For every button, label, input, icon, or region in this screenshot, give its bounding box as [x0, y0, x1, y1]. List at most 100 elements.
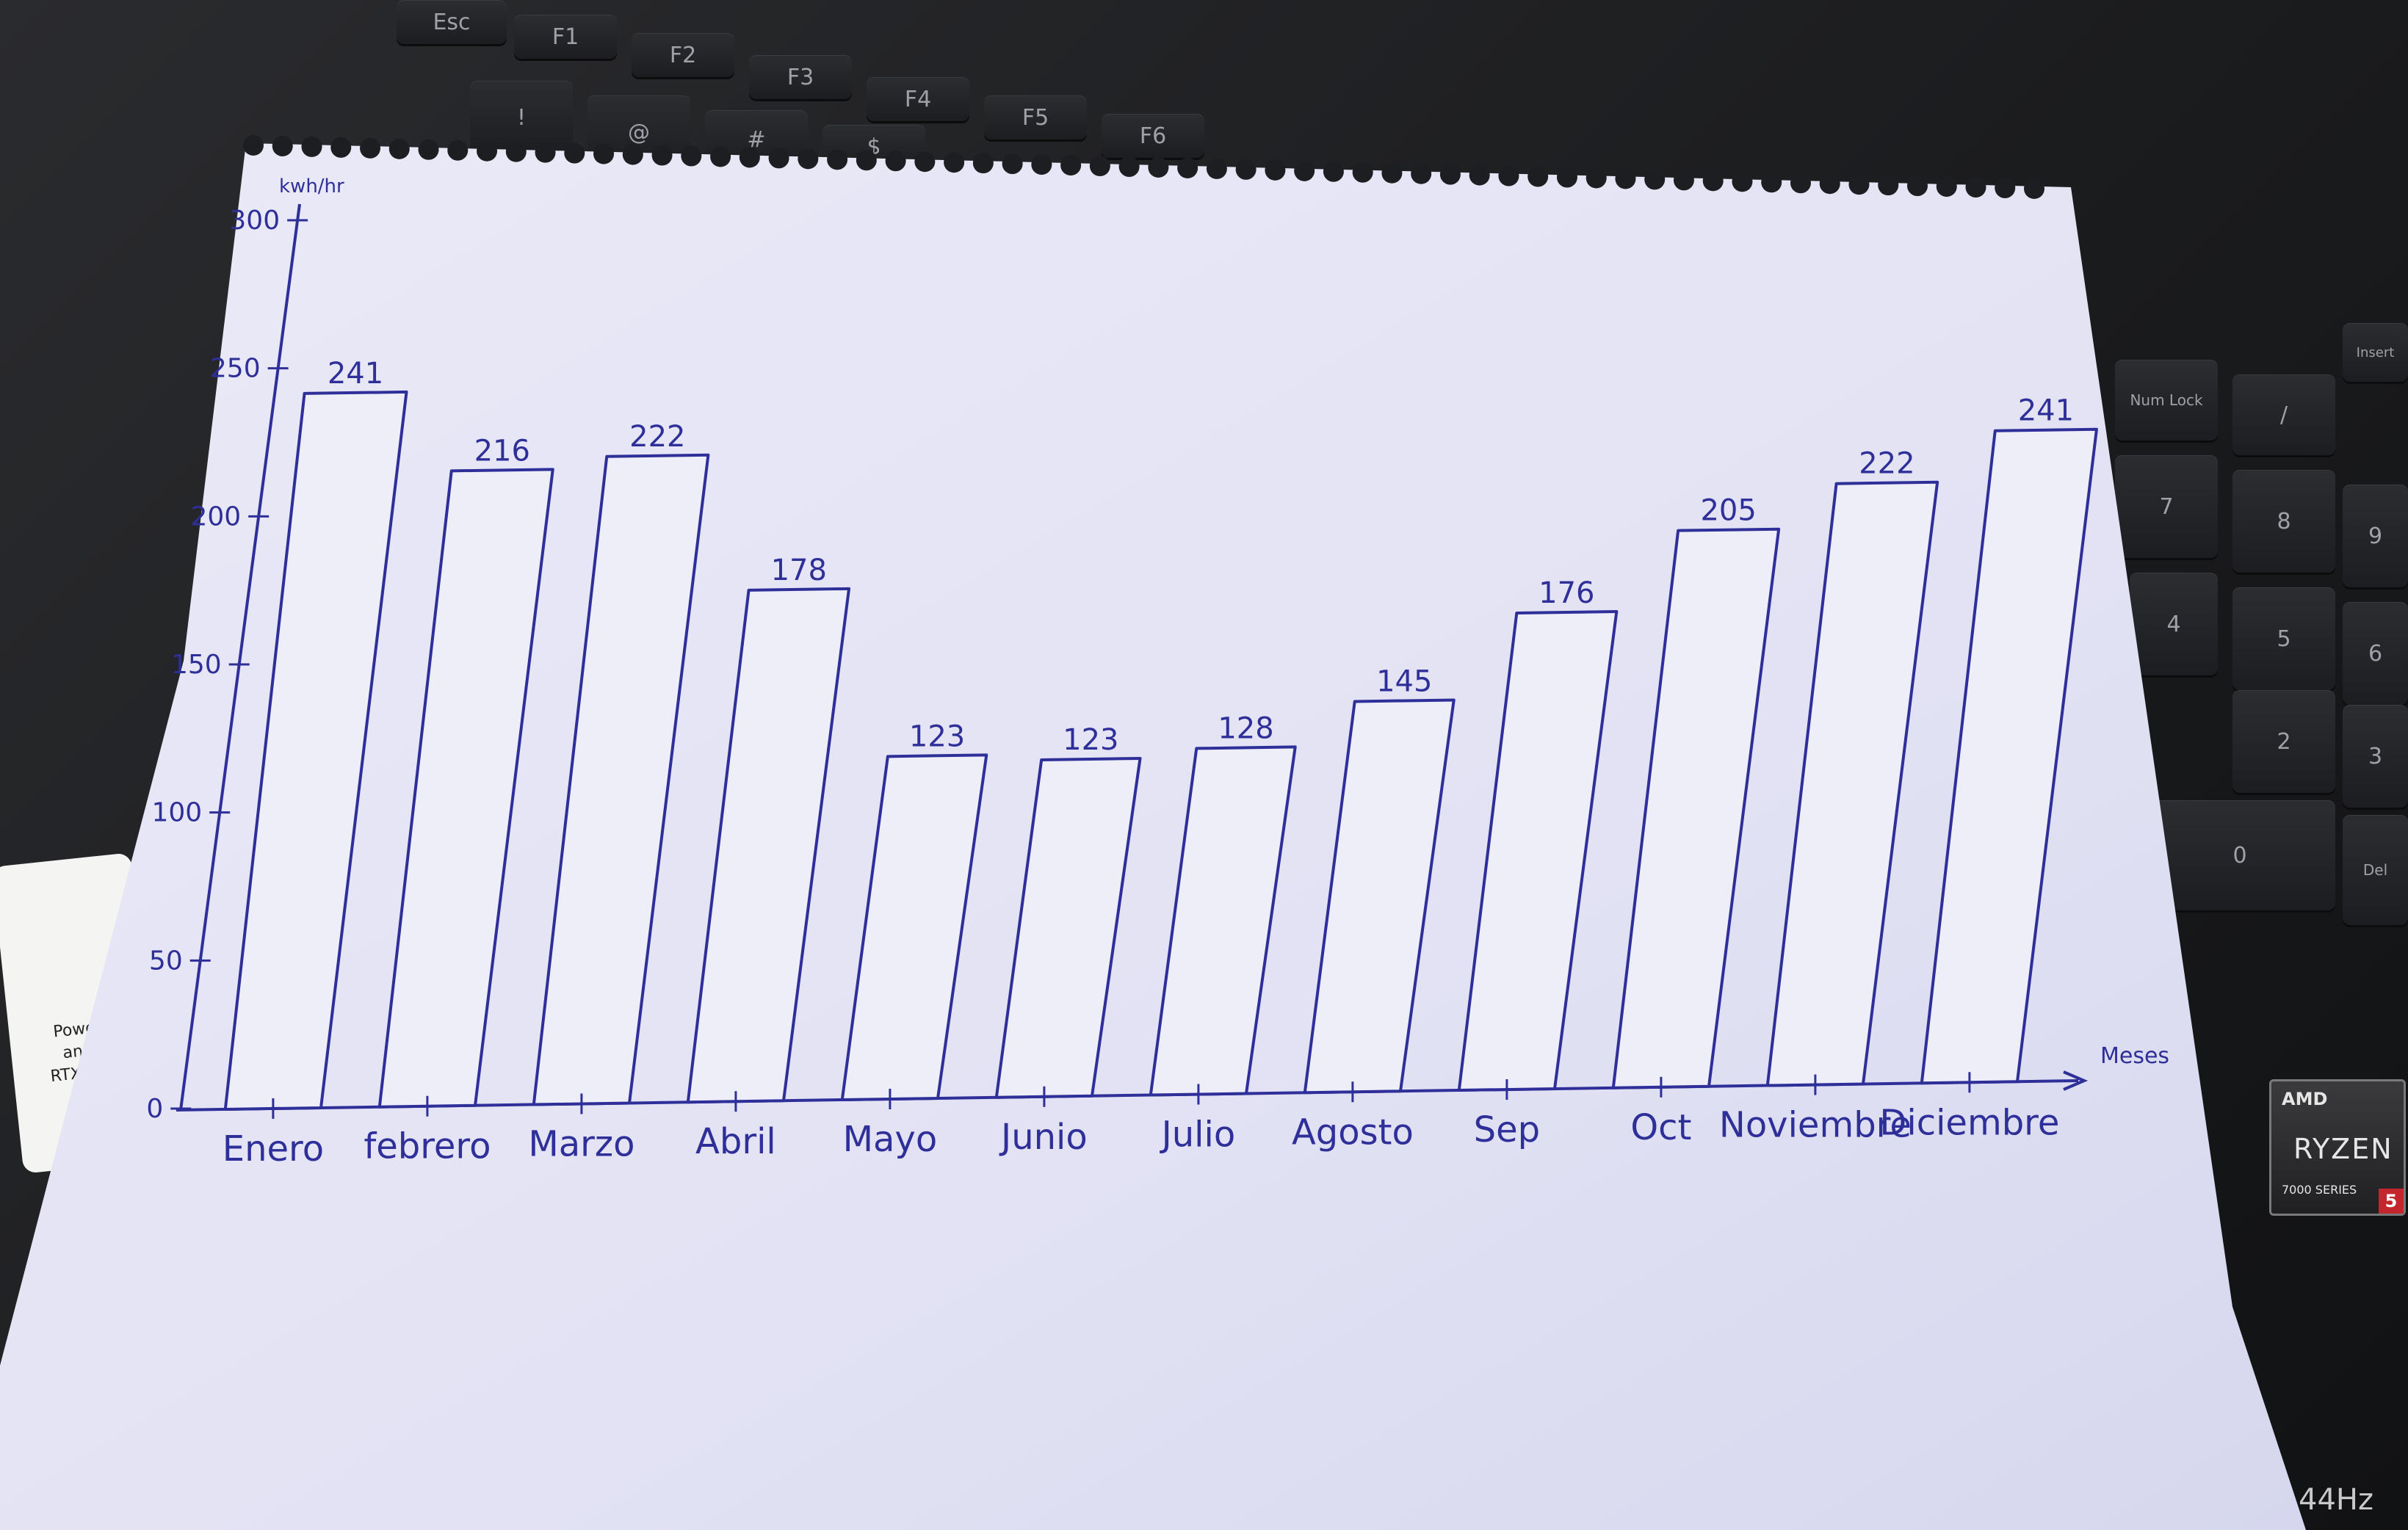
category-label-oct: Oct: [1630, 1107, 1691, 1148]
tear-notch: [1965, 177, 1986, 198]
bar-sep: [1457, 610, 1619, 1092]
key-3n: 3: [2343, 705, 2408, 808]
tear-notch: [1498, 165, 1519, 186]
key-esc: Esc: [397, 0, 507, 44]
x-axis-line: [176, 1079, 2079, 1112]
tear-notch: [885, 151, 906, 172]
x-axis-arrow: [2063, 1070, 2089, 1091]
key-6: 6: [2343, 602, 2408, 705]
bar-enero: [223, 390, 408, 1111]
bar-noviembre: [1765, 480, 1939, 1087]
tear-notch: [1702, 170, 1724, 192]
bar-diciembre: [1920, 427, 2098, 1085]
paper-surface: [0, 143, 2306, 1530]
tear-notch: [827, 149, 848, 170]
category-labels-group: Enero febrero Marzo Abril Mayo Junio Julio Agos…: [223, 1072, 2059, 1170]
bar-marzo: [532, 453, 710, 1106]
tear-notch: [1352, 162, 1373, 183]
key-0: 0: [2144, 800, 2335, 910]
bar-febrero: [377, 468, 554, 1109]
y-ticks-group: 300 250 200 150 100 50 0: [146, 206, 308, 1124]
tear-notch: [1381, 162, 1403, 184]
tear-notch: [1411, 163, 1432, 184]
y-tick-label: 250: [210, 354, 261, 384]
tear-notch: [1644, 169, 1666, 190]
category-label-mayo: Mayo: [843, 1119, 938, 1160]
y-tick-label: 300: [229, 206, 280, 236]
tear-notch: [622, 144, 643, 165]
category-label-abril: Abril: [695, 1121, 776, 1162]
tear-notch: [1265, 159, 1286, 181]
key-f4: F4: [867, 77, 969, 121]
tear-notch: [710, 146, 731, 167]
key-numlock: Num Lock: [2115, 360, 2218, 440]
bar-abril: [686, 587, 851, 1104]
bars-group: [223, 390, 2098, 1111]
data-label-junio: 123: [1063, 723, 1118, 757]
tear-notch: [477, 140, 498, 162]
data-label-noviembre: 222: [1859, 447, 1915, 481]
badge-name: RYZEN: [2293, 1133, 2393, 1165]
tear-notch: [1118, 156, 1140, 178]
key-del: Del: [2343, 815, 2408, 925]
data-label-enero: 241: [328, 357, 383, 391]
data-label-oct: 205: [1700, 494, 1756, 528]
y-tick-label: 0: [146, 1094, 163, 1124]
tear-notch: [1206, 158, 1227, 179]
badge-series: 7000 SERIES: [2282, 1183, 2357, 1197]
tear-notch: [1177, 157, 1198, 178]
torn-edge: [243, 135, 2044, 199]
category-label-agosto: Agosto: [1292, 1112, 1414, 1153]
tear-notch: [243, 135, 264, 156]
key-4n: 4: [2130, 573, 2218, 675]
tear-notch: [972, 153, 994, 174]
tear-notch: [1031, 154, 1052, 175]
tear-notch: [1089, 156, 1110, 177]
bar-julio: [1149, 745, 1297, 1097]
tear-notch: [1673, 170, 1694, 191]
x-axis-label: Meses: [2100, 1043, 2169, 1069]
tear-notch: [447, 139, 469, 161]
category-label-julio: Julio: [1160, 1114, 1236, 1156]
tear-notch: [418, 139, 439, 160]
tear-notch: [1761, 172, 1782, 193]
tear-notch: [856, 150, 877, 171]
tear-notch: [1060, 155, 1082, 176]
tear-notch: [505, 141, 527, 162]
category-label-marzo: Marzo: [528, 1123, 634, 1164]
tear-notch: [1469, 164, 1490, 186]
y-axis-line: [179, 203, 301, 1111]
bar-mayo: [840, 753, 988, 1101]
data-label-febrero: 216: [474, 434, 530, 468]
badge-brand: AMD: [2282, 1089, 2328, 1109]
key-5: 5: [2232, 587, 2335, 690]
tear-notch: [1148, 156, 1169, 178]
key-f5: F5: [984, 95, 1087, 139]
bar-junio: [994, 756, 1142, 1099]
tear-notch: [1235, 159, 1257, 180]
tear-notch: [535, 142, 556, 163]
value-labels-group: 241 216 222 178 123 123 128 145 176 205 222 241: [328, 357, 2074, 757]
key-8: 8: [2232, 470, 2335, 573]
tear-notch: [593, 143, 615, 164]
tear-notch: [388, 138, 410, 159]
tear-notch: [1848, 174, 1870, 195]
y-tick-label: 200: [190, 501, 241, 532]
ryzen-badge: AMD RYZEN 7000 SERIES 5: [2269, 1079, 2406, 1216]
key-insert: Insert: [2343, 323, 2408, 382]
tear-notch: [2024, 178, 2044, 199]
key-f6: F6: [1102, 114, 1204, 158]
tear-notch: [1906, 175, 1928, 197]
badge-tier: 5: [2379, 1189, 2404, 1214]
tear-notch: [330, 137, 352, 158]
tear-notch: [914, 151, 936, 173]
refresh-rate-label: 44Hz: [2299, 1483, 2373, 1517]
y-tick-label: 150: [171, 650, 222, 680]
key-slash: /: [2232, 374, 2335, 455]
tear-notch: [1294, 160, 1315, 181]
key-f2: F2: [632, 33, 734, 77]
data-label-agosto: 145: [1376, 664, 1432, 698]
tear-notch: [768, 148, 789, 169]
